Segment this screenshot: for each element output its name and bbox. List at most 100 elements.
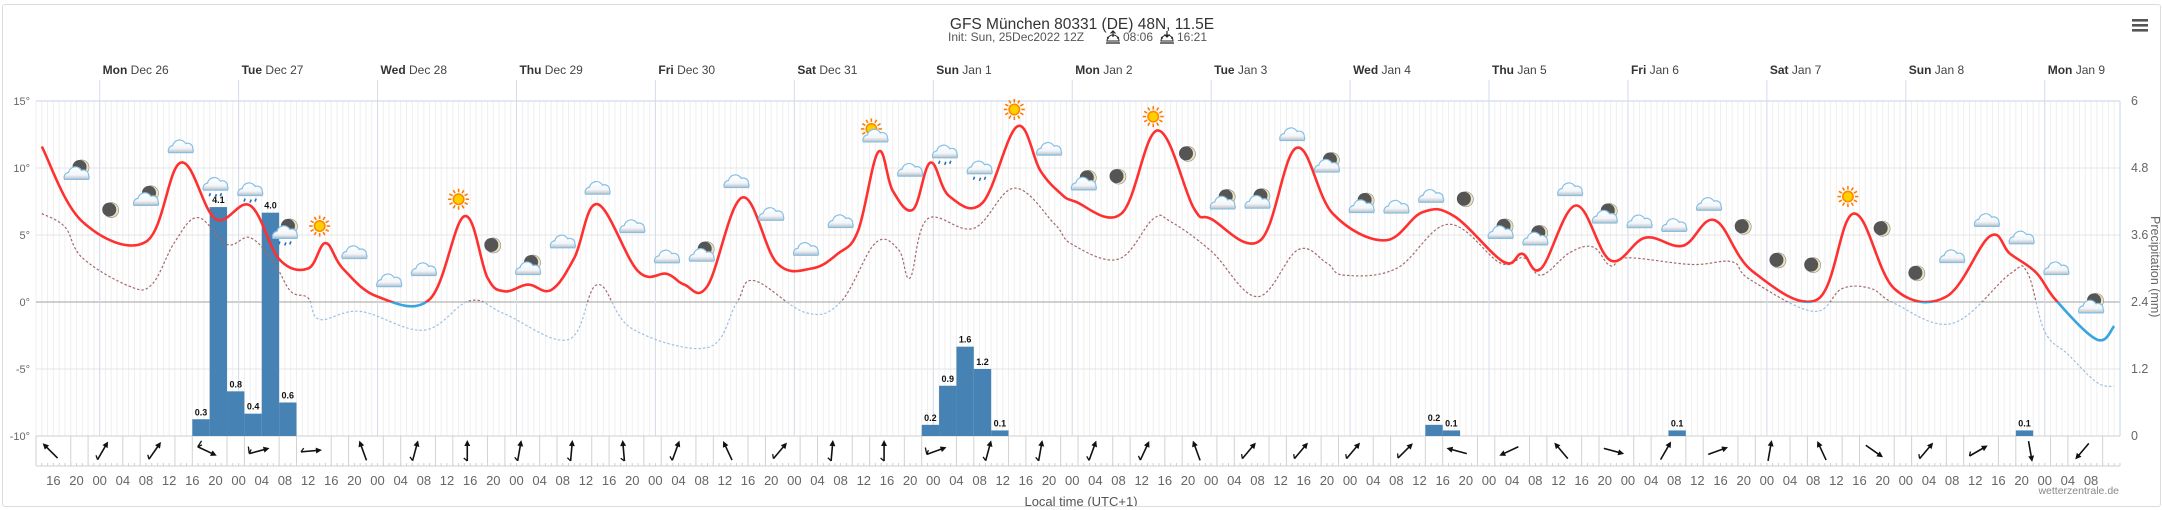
- cloud-moon-icon: [1348, 192, 1375, 214]
- hour-tick-label: 16: [324, 473, 338, 488]
- cloud-shape: [341, 245, 368, 260]
- wind-barb: [1035, 456, 1040, 462]
- precipitation-value-label: 4.0: [264, 201, 277, 211]
- rain-drop: [208, 192, 212, 197]
- sun-icon: [309, 215, 331, 237]
- wind-arrow-head: [1353, 442, 1361, 450]
- credit-link[interactable]: wetterzentrale.de: [2037, 485, 2119, 497]
- cloud-icon: [1557, 182, 1584, 197]
- sun-ray: [1008, 99, 1012, 104]
- hour-tick-label: 04: [671, 473, 685, 488]
- day-weekday: Sat: [797, 63, 816, 77]
- wind-arrow-head: [620, 440, 627, 447]
- wind-arrow-head: [1406, 443, 1413, 450]
- precipitation-bar: [1668, 430, 1686, 436]
- hamburger-menu-icon[interactable]: [2129, 16, 2151, 34]
- precipitation-value-label: 4.1: [212, 195, 225, 205]
- cloud-shape: [237, 182, 264, 197]
- y-left-tick-label: 15°: [13, 96, 30, 108]
- hour-tick-label: 20: [69, 473, 83, 488]
- cloud-shape: [688, 248, 715, 262]
- cloud-shape: [792, 242, 820, 256]
- moon-shadow: [1908, 265, 1923, 280]
- wind-arrow-head: [1665, 441, 1672, 449]
- moon-shadow: [1456, 191, 1471, 206]
- hour-tick-label: 12: [857, 473, 871, 488]
- precipitation-value-label: 0.1: [2018, 418, 2031, 428]
- sun-ray: [1850, 202, 1854, 207]
- hour-tick-label: 00: [2038, 473, 2052, 488]
- wind-arrow-icon: [722, 441, 733, 461]
- wind-arrow-head: [1038, 440, 1045, 447]
- cloud-shape: [1487, 225, 1514, 239]
- sun-ray: [1017, 115, 1021, 119]
- sun-ray: [464, 202, 469, 206]
- day-date: Dec 26: [127, 63, 169, 77]
- wind-arrow-icon: [1499, 446, 1519, 456]
- hour-tick-label: 04: [1227, 473, 1241, 488]
- wind-arrow-head: [1301, 442, 1308, 450]
- sun-ray: [861, 131, 866, 135]
- cloud-icon: [410, 262, 437, 277]
- hour-tick-label: 00: [1899, 473, 1913, 488]
- hour-tick-label: 00: [370, 473, 384, 488]
- hour-tick-label: 12: [1551, 473, 1565, 488]
- hour-tick-label: 12: [1412, 473, 1426, 488]
- cloud-shape: [63, 166, 90, 181]
- cloud-icon: [723, 174, 750, 189]
- day-weekday: Fri: [658, 63, 673, 77]
- precipitation-value-label: 0.6: [282, 391, 295, 401]
- wind-barb: [827, 457, 832, 462]
- cloud-moon-icon: [688, 241, 715, 262]
- cloud-moon-icon: [1522, 225, 1549, 246]
- sun-ray: [310, 220, 314, 224]
- cloud-icon: [584, 181, 611, 195]
- cloud-shape: [758, 207, 785, 221]
- sun-ray: [877, 122, 881, 127]
- precipitation-bar: [279, 402, 297, 436]
- cloud-shape: [1522, 231, 1549, 246]
- rain-drop: [219, 192, 223, 197]
- cloud-icon: [549, 234, 576, 249]
- cloud-icon: [619, 219, 646, 234]
- moon-shadow: [1769, 252, 1784, 267]
- wind-arrow-icon: [1554, 442, 1569, 460]
- cloud-shape: [897, 162, 924, 177]
- wind-arrow-head: [262, 446, 270, 453]
- rain-icon: [202, 177, 229, 198]
- y-right-tick-label: 1.2: [2131, 362, 2148, 376]
- sun-ray: [1158, 110, 1163, 114]
- cloud-shape: [1557, 182, 1584, 197]
- hour-tick-label: 16: [1019, 473, 1033, 488]
- sun-ray: [874, 119, 878, 124]
- moon-shadow: [1178, 146, 1193, 161]
- axes: 15° 10° 5° 0° -5° -10° 6 4.8 3.6 2.4 1.2 0 Mon Dec 2…: [10, 63, 2149, 488]
- dewpoint-line-above-zero: [41, 187, 2037, 302]
- wind-barb: [1918, 454, 1921, 459]
- cloud-icon: [897, 162, 924, 177]
- hour-tick-label: 04: [1783, 473, 1797, 488]
- cloud-icon: [1973, 213, 2000, 227]
- wind-arrow-head: [1721, 446, 1729, 453]
- wind-arrow-icon: [1968, 445, 1988, 457]
- cloud-shape: [862, 128, 889, 143]
- moon-icon: [1804, 257, 1821, 273]
- cloud-shape: [2043, 261, 2070, 276]
- hour-tick-label: 12: [1273, 473, 1287, 488]
- hour-tick-label: 08: [1945, 473, 1959, 488]
- precipitation-bar: [939, 385, 957, 436]
- wind-arrow-icon: [1293, 442, 1308, 460]
- wind-arrow-icon: [514, 440, 524, 462]
- day-label: Thu Dec 29: [519, 63, 583, 77]
- hour-tick-label: 04: [1366, 473, 1380, 488]
- wind-arrow-head: [722, 441, 729, 448]
- cloud-shape: [653, 249, 681, 264]
- wind-arrow-head: [155, 441, 161, 449]
- sun-ray: [1004, 112, 1009, 116]
- cloud-shape: [1070, 176, 1097, 191]
- hour-tick-label: 04: [1922, 473, 1936, 488]
- hour-tick-label: 12: [301, 473, 315, 488]
- hour-tick-label: 16: [1158, 473, 1172, 488]
- wind-arrow-icon: [1817, 441, 1827, 461]
- hour-tick-label: 04: [116, 473, 130, 488]
